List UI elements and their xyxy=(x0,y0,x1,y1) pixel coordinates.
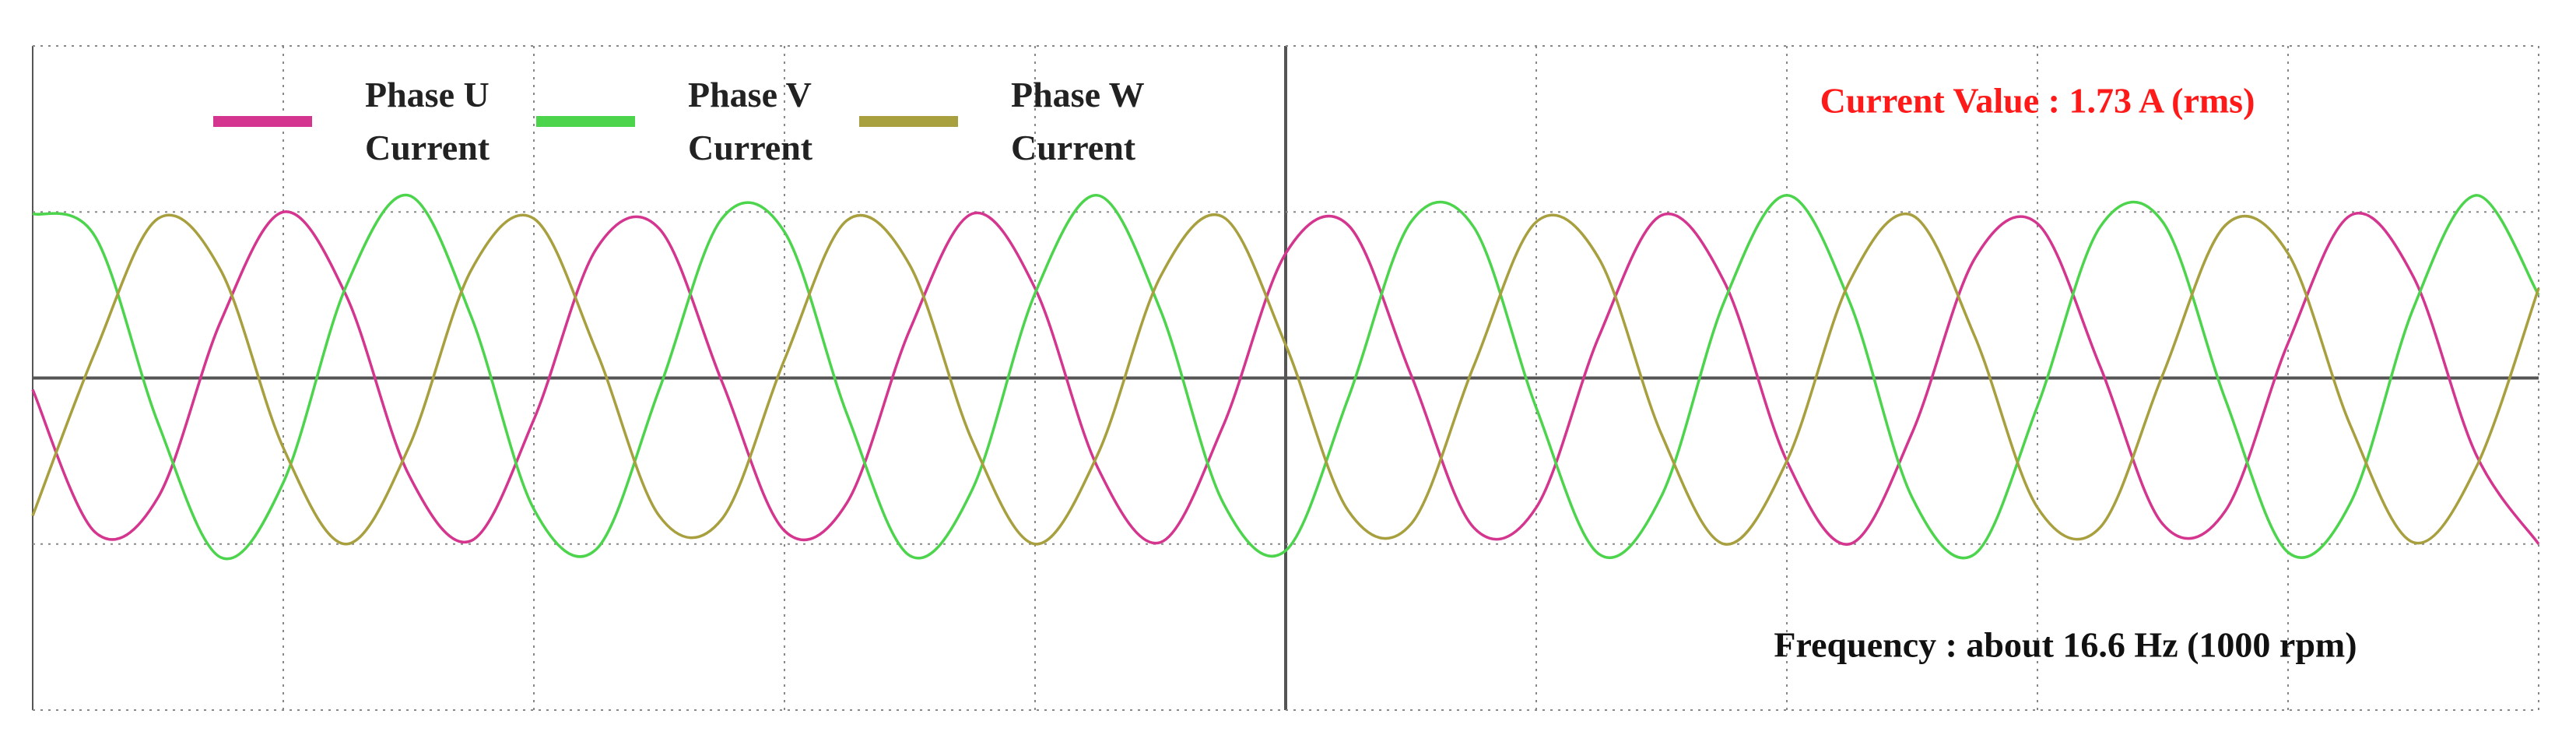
legend-label: Phase V Current xyxy=(688,75,813,167)
annotation: Current Value : 1.73 A (rms) xyxy=(1820,80,2255,121)
series-line xyxy=(31,212,2540,546)
legend-label: Phase U Current xyxy=(365,75,490,167)
annotation: Frequency : about 16.6 Hz (1000 rpm) xyxy=(1774,624,2357,665)
series-line xyxy=(32,193,2540,561)
series-line xyxy=(31,210,2540,546)
legend-label: Phase W Current xyxy=(1011,75,1144,167)
